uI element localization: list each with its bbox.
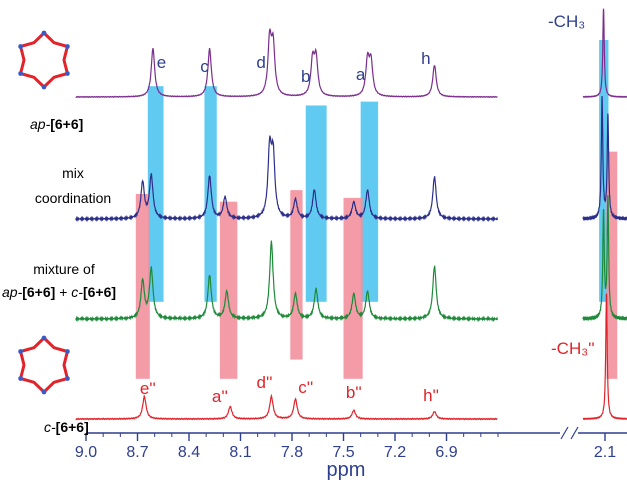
row-label-mixture-line2: ap-[6+6] + c-[6+6] <box>2 284 116 300</box>
x-tick-label: 8.1 <box>229 444 251 461</box>
row-label-ap: ap-[6+6] <box>30 116 83 132</box>
highlight-band <box>343 197 363 379</box>
peak-label-bottom: d'' <box>257 373 273 392</box>
peak-label-top: c <box>200 57 209 76</box>
metal-node <box>18 376 24 381</box>
highlight-band <box>606 151 618 379</box>
spectrum-trace-left <box>75 393 498 421</box>
c-structure-icon <box>18 335 70 395</box>
methyl-label-top: -CH₃ <box>548 12 585 31</box>
spectrum-trace-right <box>582 95 627 222</box>
peak-label-top: h <box>421 49 430 68</box>
highlight-band <box>599 40 609 302</box>
axis-break-mark <box>560 426 569 440</box>
peak-label-bottom: h'' <box>423 386 439 405</box>
x-axis-title: ppm <box>327 459 366 481</box>
x-tick-label: 7.8 <box>281 444 303 461</box>
spectrum-trace-left <box>75 240 499 323</box>
metal-node <box>41 335 47 341</box>
metal-node <box>41 30 47 36</box>
spectra-traces <box>75 8 627 421</box>
spectrum-trace-right <box>582 293 627 421</box>
metal-node <box>64 71 70 76</box>
peak-label-top: a <box>356 65 366 84</box>
axis-break-mark <box>570 426 579 440</box>
ap-structure-icon <box>18 30 70 90</box>
x-tick-label: 8.7 <box>126 444 148 461</box>
peak-label-bottom: a'' <box>212 387 228 406</box>
spectrum-trace-left <box>75 28 498 99</box>
row-label-mix-line2: coordination <box>35 190 111 206</box>
x-tick-label: 8.4 <box>178 444 200 461</box>
row-label-mixture-line1: mixture of <box>33 261 95 277</box>
macrocycle-ring <box>19 31 69 89</box>
highlight-band <box>147 86 164 302</box>
peak-label-bottom: c'' <box>298 378 313 397</box>
peak-label-top: b <box>301 67 310 86</box>
highlight-band <box>219 201 238 379</box>
metal-node <box>64 349 70 354</box>
metal-node <box>18 349 24 354</box>
row-label-mix-line1: mix <box>62 165 84 181</box>
x-tick-label: 6.9 <box>435 444 457 461</box>
peak-label-bottom: e'' <box>140 379 156 398</box>
methyl-label-bottom: -CH₃'' <box>551 339 595 358</box>
spectrum-trace-right <box>582 8 627 98</box>
macrocycle-ring <box>19 336 69 394</box>
metal-node <box>41 389 47 395</box>
row-label-c: c-[6+6] <box>44 419 89 435</box>
spectrum-trace-right <box>582 195 627 322</box>
highlight-band <box>135 194 150 379</box>
metal-node <box>64 44 70 49</box>
x-axis: 9.0 8.7 8.4 8.1 7.8 7.5 7.2 6.9 2.1 <box>75 426 627 461</box>
metal-node <box>64 376 70 381</box>
highlight-band <box>290 190 303 360</box>
peak-label-bottom: b'' <box>346 383 362 402</box>
highlight-band <box>204 86 217 302</box>
peak-labels: e c d b a h -CH₃ e'' a'' d'' c'' b'' h'' -CH₃'' <box>140 12 595 406</box>
spectrum-trace-left <box>75 135 499 223</box>
metal-node <box>18 71 24 76</box>
x-tick-label: 2.1 <box>594 444 616 461</box>
x-tick-label: 9.0 <box>75 444 97 461</box>
metal-node <box>18 44 24 49</box>
peak-label-top: e <box>157 53 166 72</box>
x-tick-label: 7.2 <box>384 444 406 461</box>
metal-node <box>41 84 47 90</box>
x-tick-label: 7.5 <box>332 444 354 461</box>
peak-label-top: d <box>256 53 265 72</box>
